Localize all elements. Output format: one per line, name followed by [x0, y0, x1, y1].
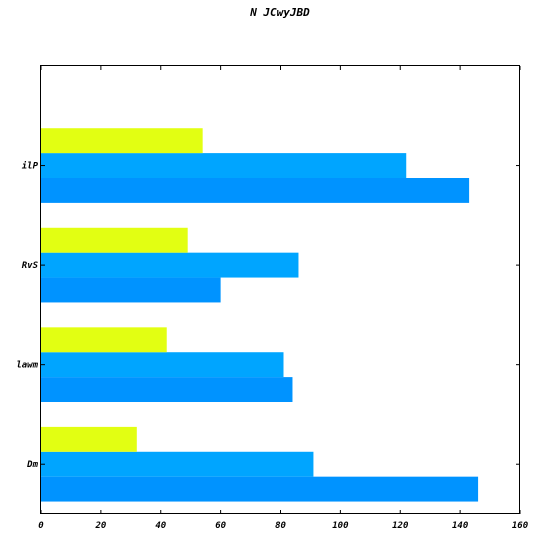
y-tick-label-lawm: lawm: [16, 361, 38, 371]
x-tick-label-40: 40: [155, 521, 166, 531]
bar-lawm-series-3: [41, 327, 167, 353]
bar-lawm-series-1: [41, 377, 293, 402]
bar-RvS-series-3: [41, 227, 188, 253]
bar-Dm-series-2: [41, 451, 314, 477]
x-tick-label-80: 80: [275, 521, 286, 531]
x-tick-label-20: 20: [94, 521, 106, 531]
y-tick-label-Dm: Dm: [26, 460, 38, 470]
bars-group: [41, 128, 479, 502]
x-tick-label-140: 140: [452, 521, 469, 531]
bar-Dm-series-1: [41, 476, 479, 502]
x-tick-label-0: 0: [38, 521, 44, 531]
bar-lawm-series-2: [41, 352, 284, 378]
bar-RvS-series-2: [41, 252, 299, 278]
bar-ilP-series-2: [41, 153, 407, 178]
y-tick-label-ilP: ilP: [22, 161, 39, 172]
bar-ilP-series-3: [41, 128, 203, 154]
bar-RvS-series-1: [41, 277, 221, 303]
x-tick-label-160: 160: [512, 521, 529, 531]
x-tick-label-60: 60: [215, 521, 226, 531]
plot-frame: [40, 65, 520, 514]
chart-title: N JCwyJBD: [249, 6, 310, 19]
y-tick-label-RvS: RvS: [22, 261, 39, 271]
bar-ilP-series-1: [41, 178, 470, 203]
x-tick-label-120: 120: [392, 521, 409, 531]
x-tick-label-100: 100: [332, 521, 349, 531]
bar-Dm-series-3: [41, 426, 137, 452]
